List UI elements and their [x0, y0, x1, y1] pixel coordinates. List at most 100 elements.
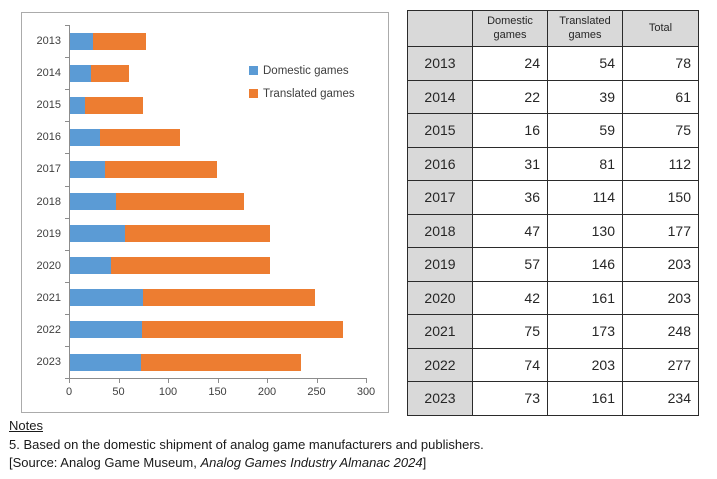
x-axis-tick	[69, 378, 70, 383]
category-label: 2019	[36, 227, 61, 240]
y-axis-tick	[65, 25, 69, 26]
value-cell: 203	[547, 347, 623, 382]
x-tick-label: 250	[307, 386, 326, 398]
category-label: 2018	[36, 195, 61, 208]
category-label: 2015	[36, 99, 61, 112]
value-cell: 31	[472, 146, 548, 181]
value-cell: 78	[622, 46, 699, 81]
y-axis-tick	[65, 313, 69, 315]
bar-segment	[69, 96, 85, 114]
corner-header-cell	[407, 10, 473, 47]
value-cell: 203	[622, 280, 699, 315]
table-row: 2013 24 54 78	[407, 46, 699, 81]
bar-segment	[69, 225, 126, 243]
value-cell: 203	[622, 247, 699, 282]
x-tick-label: 0	[65, 386, 73, 398]
bar-segment	[69, 289, 144, 307]
legend-label-translated: Translated games	[263, 87, 355, 100]
bar-segment	[69, 321, 143, 339]
domestic-swatch-icon	[249, 66, 258, 75]
value-cell: 36	[472, 180, 548, 215]
value-cell: 22	[472, 79, 548, 114]
value-cell: 42	[472, 280, 548, 315]
data-table: Domestic games Translated games Total 2013…	[407, 10, 699, 416]
x-axis-tick	[366, 378, 367, 383]
bar-segment	[110, 257, 270, 275]
y-axis-tick	[65, 378, 69, 379]
x-axis-tick	[217, 378, 219, 383]
year-cell: 2023	[407, 381, 473, 416]
category-label: 2016	[36, 131, 61, 144]
value-cell: 150	[622, 180, 699, 215]
bar-segment	[141, 353, 301, 371]
value-cell: 16	[472, 113, 548, 148]
value-cell: 24	[472, 46, 548, 81]
value-cell: 54	[547, 46, 623, 81]
bar-segment	[69, 193, 116, 210]
y-axis-tick	[65, 153, 69, 155]
value-cell: 248	[622, 314, 699, 349]
table-row: 2021 75 173 248	[407, 314, 699, 349]
y-axis-tick	[65, 57, 69, 59]
value-cell: 75	[472, 314, 548, 349]
year-cell: 2016	[407, 146, 473, 181]
bar-segment	[84, 96, 144, 114]
value-cell: 234	[622, 381, 699, 416]
year-cell: 2017	[407, 180, 473, 215]
table-header-row: Domestic games Translated games Total	[407, 10, 699, 47]
table-row: 2015 16 59 75	[407, 113, 699, 148]
category-label: 2013	[36, 35, 61, 47]
chart-legend: Domestic games Translated games	[249, 59, 355, 105]
category-label: 2023	[36, 356, 61, 368]
bar-segment	[69, 128, 100, 146]
y-axis-tick	[65, 121, 69, 123]
value-cell: 130	[547, 213, 623, 248]
y-axis-tick	[65, 281, 69, 283]
x-axis-tick	[168, 378, 169, 383]
x-tick-label: 150	[208, 386, 227, 398]
bar-segment	[92, 32, 147, 50]
y-axis-tick	[65, 345, 69, 347]
bar-segment	[90, 64, 130, 82]
legend-item-translated: Translated games	[249, 82, 355, 105]
year-cell: 2020	[407, 280, 473, 315]
legend-item-domestic: Domestic games	[249, 59, 355, 82]
table-row: 2014 22 39 61	[407, 79, 699, 114]
value-cell: 114	[547, 180, 623, 215]
value-cell: 173	[547, 314, 623, 349]
bar-segment	[99, 128, 180, 146]
value-cell: 277	[622, 347, 699, 382]
plot-area: 2013 2014 2015 2016 2017 2018 2019 2020 2021 2022…	[22, 13, 388, 412]
x-tick-label: 200	[257, 386, 277, 398]
year-cell: 2019	[407, 247, 473, 282]
source-suffix: ]	[422, 455, 427, 470]
notes-block: Notes 5. Based on the domestic shipment …	[9, 417, 484, 473]
category-label: 2017	[36, 163, 61, 176]
year-cell: 2021	[407, 314, 473, 349]
x-tick-label: 50	[112, 386, 125, 398]
bar-segment	[143, 289, 315, 307]
y-axis-line	[69, 25, 70, 378]
stacked-bar-chart-panel: 2013 2014 2015 2016 2017 2018 2019 2020 2021 2022…	[21, 12, 389, 413]
category-label: 2021	[36, 291, 61, 304]
column-header-cell: Translated games	[547, 10, 623, 47]
year-cell: 2015	[407, 113, 473, 148]
x-axis-tick	[267, 378, 268, 383]
value-cell: 47	[472, 213, 548, 248]
source-prefix: [Source: Analog Game Museum,	[9, 455, 201, 470]
bar-segment	[104, 160, 218, 178]
value-cell: 161	[547, 381, 623, 416]
value-cell: 81	[547, 146, 623, 181]
table-row: 2017 36 114 150	[407, 180, 699, 215]
value-cell: 74	[472, 347, 548, 382]
value-cell: 146	[547, 247, 623, 282]
source-title: Analog Games Industry Almanac 2024	[200, 455, 423, 470]
value-cell: 39	[547, 79, 623, 114]
category-label: 2020	[36, 259, 61, 272]
value-cell: 73	[472, 381, 548, 416]
legend-label-domestic: Domestic games	[263, 64, 349, 77]
value-cell: 61	[622, 79, 699, 114]
year-cell: 2013	[407, 46, 473, 81]
value-cell: 75	[622, 113, 699, 148]
note-line: 5. Based on the domestic shipment of ana…	[9, 436, 484, 452]
